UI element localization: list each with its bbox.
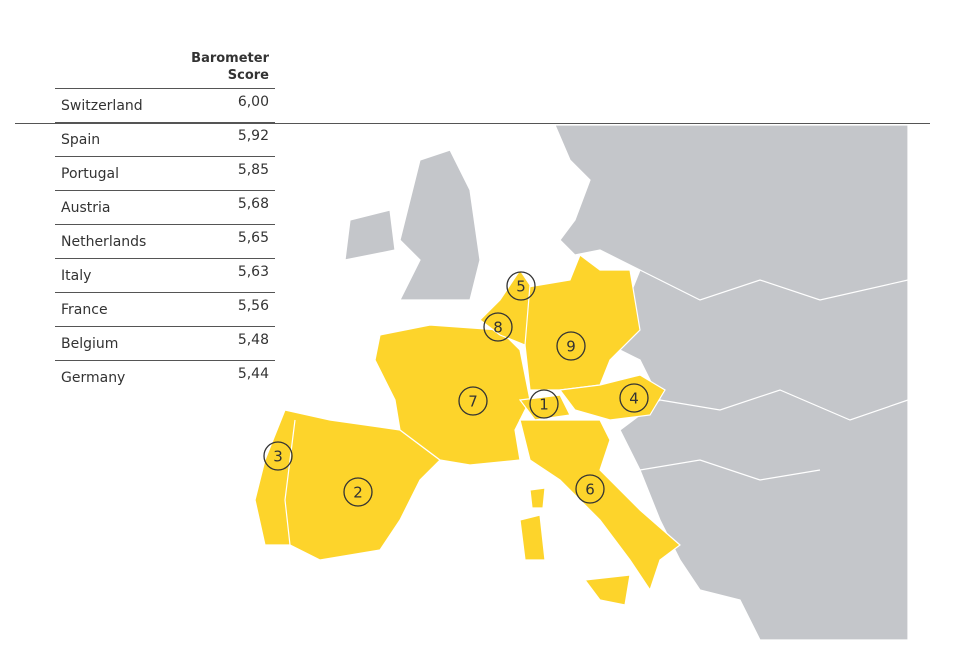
highlighted-countries bbox=[254, 254, 681, 606]
country: Italy bbox=[61, 267, 92, 284]
score: 5,56 bbox=[237, 297, 269, 314]
marker-label: 2 bbox=[353, 484, 363, 502]
marker-label: 7 bbox=[468, 393, 478, 411]
score: 5,92 bbox=[237, 127, 269, 144]
table-row: Spain 5,92 bbox=[55, 122, 275, 156]
marker-label: 3 bbox=[273, 448, 283, 466]
table-row: Netherlands 5,65 bbox=[55, 224, 275, 258]
table-row: Belgium 5,48 bbox=[55, 326, 275, 360]
marker-circle bbox=[483, 312, 513, 342]
country: Netherlands bbox=[61, 233, 147, 250]
table-row: Austria 5,68 bbox=[55, 190, 275, 224]
marker-label: 5 bbox=[516, 278, 526, 296]
marker-label: 1 bbox=[539, 396, 549, 414]
score: 5,68 bbox=[237, 195, 269, 212]
marker-circle bbox=[506, 271, 536, 301]
country: Austria bbox=[61, 199, 111, 216]
country: Germany bbox=[61, 369, 126, 386]
divider bbox=[15, 123, 930, 124]
score-table: Barometer Score Switzerland 6,00 Spain 5,92… bbox=[55, 50, 275, 394]
marker-circle bbox=[343, 477, 373, 507]
score: 5,44 bbox=[237, 365, 269, 382]
marker-circle bbox=[263, 441, 293, 471]
marker-circle bbox=[556, 331, 586, 361]
score: 5,85 bbox=[237, 161, 269, 178]
table-body: Switzerland 6,00 Spain 5,92 Portugal 5,85 Aust… bbox=[55, 88, 275, 394]
table-row: Portugal 5,85 bbox=[55, 156, 275, 190]
country: Spain bbox=[61, 131, 101, 148]
marker-circle bbox=[458, 386, 488, 416]
marker-label: 6 bbox=[585, 481, 595, 499]
marker-label: 9 bbox=[566, 338, 576, 356]
marker-circle bbox=[529, 389, 559, 419]
score: 6,00 bbox=[237, 93, 269, 110]
score: 5,48 bbox=[237, 331, 269, 348]
country: Switzerland bbox=[61, 97, 143, 114]
marker-circle bbox=[575, 474, 605, 504]
table-header: Barometer Score bbox=[55, 50, 275, 88]
table-row: Switzerland 6,00 bbox=[55, 88, 275, 122]
table-row: France 5,56 bbox=[55, 292, 275, 326]
marker-circle bbox=[619, 383, 649, 413]
marker-label: 4 bbox=[629, 390, 639, 408]
table-row: Italy 5,63 bbox=[55, 258, 275, 292]
score: 5,65 bbox=[237, 229, 269, 246]
header-text: Barometer Score bbox=[191, 51, 269, 83]
country: Belgium bbox=[61, 335, 119, 352]
marker-label: 8 bbox=[493, 319, 503, 337]
background-countries bbox=[344, 124, 909, 641]
table-row: Germany 5,44 bbox=[55, 360, 275, 394]
country: France bbox=[61, 301, 108, 318]
score: 5,63 bbox=[237, 263, 269, 280]
country: Portugal bbox=[61, 165, 119, 182]
